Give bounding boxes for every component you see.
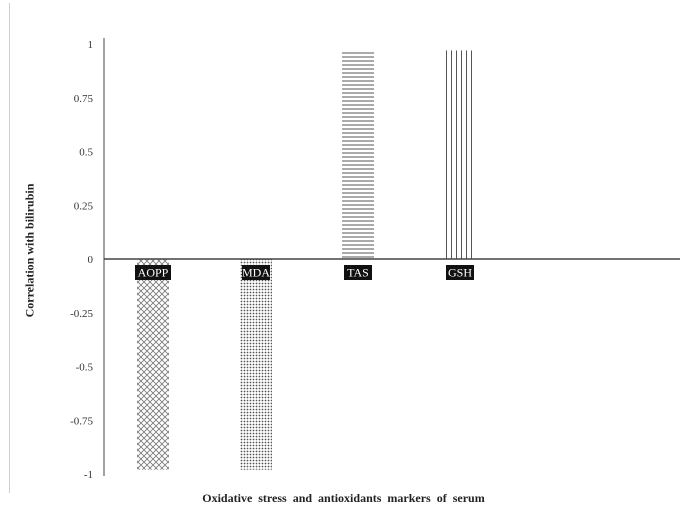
y-tick-label-5: -0.25 (70, 308, 93, 320)
bar-gsh (446, 50, 474, 260)
category-label-gsh: GSH (448, 266, 472, 280)
category-label-aopp: AOPP (138, 266, 169, 280)
category-label-tas: TAS (347, 266, 369, 280)
y-tick-label-8: -1 (84, 469, 93, 481)
x-axis-label: Oxidative stress and antioxidants marker… (202, 491, 485, 505)
y-tick-label-2: 0.5 (79, 147, 93, 159)
category-label-bg-gsh (446, 265, 474, 280)
bar-tas (342, 50, 374, 260)
bar-aopp (137, 259, 169, 470)
category-label-mda: MDA (242, 266, 270, 280)
category-label-bg-tas (344, 265, 372, 280)
category-label-bg-aopp (135, 265, 171, 280)
chart-frame-edge (9, 3, 10, 493)
y-tick-label-4: 0 (88, 254, 94, 266)
y-tick-label-3: 0.25 (74, 200, 94, 212)
y-tick-label-7: -0.75 (70, 415, 93, 427)
y-tick-label-6: -0.5 (76, 362, 94, 374)
y-tick-label-0: 1 (88, 39, 94, 51)
category-label-bg-mda (242, 265, 270, 280)
bar-mda (240, 259, 272, 470)
y-tick-label-1: 0.75 (74, 93, 94, 105)
